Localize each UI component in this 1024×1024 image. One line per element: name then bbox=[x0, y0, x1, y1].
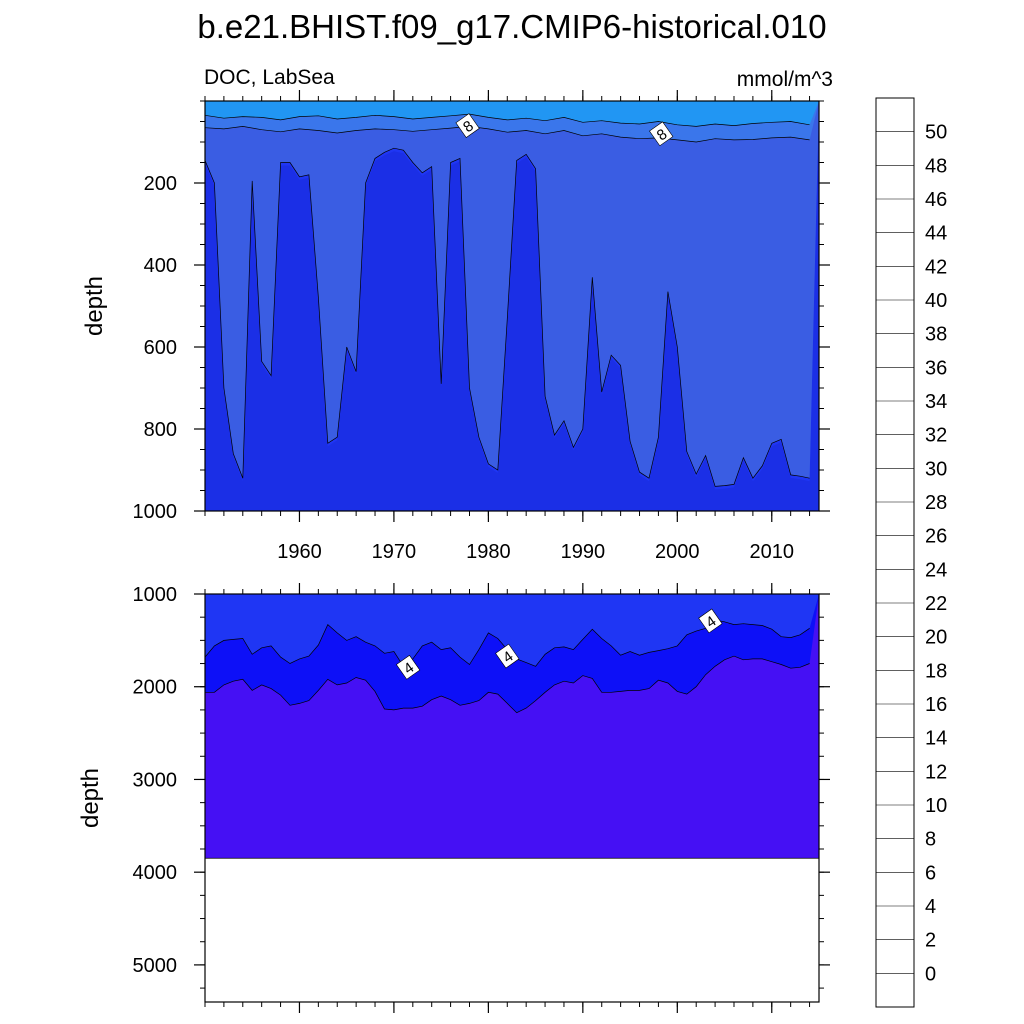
colorbar-label: 42 bbox=[925, 256, 947, 278]
lower-contour-2 bbox=[205, 655, 810, 714]
colorbar-label: 2 bbox=[925, 930, 936, 952]
colorbar-label: 38 bbox=[925, 324, 947, 346]
lower-y-tick-label: 4000 bbox=[133, 862, 178, 884]
colorbar-label: 44 bbox=[925, 223, 947, 245]
upper-y-tick-label: 200 bbox=[144, 173, 177, 195]
upper-y-tick-label: 1000 bbox=[133, 501, 178, 523]
upper-contour-lines bbox=[204, 113, 810, 487]
variable-label: DOC, LabSea bbox=[204, 66, 335, 89]
lower-fill-4-6 bbox=[205, 594, 819, 667]
contour-label-box bbox=[395, 654, 421, 680]
colorbar-label: 12 bbox=[925, 761, 947, 783]
colorbar-label: 36 bbox=[925, 357, 947, 379]
colorbar: 5048464442403836343230282624222018161412… bbox=[875, 97, 947, 1008]
upper-y-tick-label: 800 bbox=[144, 419, 177, 441]
colorbar-label: 32 bbox=[925, 425, 947, 447]
colorbar-label: 4 bbox=[925, 896, 936, 918]
colorbar-label: 18 bbox=[925, 660, 947, 682]
lower-axes: 1000 2000 3000 4000 5000 bbox=[133, 583, 830, 1013]
units-label: mmol/m^3 bbox=[737, 68, 833, 91]
lower-y-tick-label: 3000 bbox=[133, 769, 178, 791]
colorbar-label: 10 bbox=[925, 795, 947, 817]
colorbar-label: 14 bbox=[925, 728, 947, 750]
lower-y-tick-label: 1000 bbox=[133, 584, 178, 606]
colorbar-label: 50 bbox=[925, 122, 947, 144]
upper-x-tick-label: 1980 bbox=[466, 541, 511, 563]
upper-contour-10 bbox=[204, 113, 810, 127]
lower-contour-label: 4 bbox=[698, 608, 723, 634]
colorbar-label: 6 bbox=[925, 862, 936, 884]
figure-title: b.e21.BHIST.f09_g17.CMIP6-historical.010 bbox=[197, 8, 826, 45]
colorbar-label: 8 bbox=[925, 829, 936, 851]
lower-contour-panel: 4 4 4 1000 2000 3000 4000 5000 depth bbox=[77, 583, 830, 1013]
upper-contour-label: 8 bbox=[649, 121, 674, 147]
lower-y-axis-label: depth bbox=[77, 768, 104, 828]
colorbar-label: 34 bbox=[925, 391, 947, 413]
upper-x-tick-label: 2000 bbox=[655, 541, 700, 563]
upper-contour-6 bbox=[204, 147, 810, 487]
lower-y-tick-label: 5000 bbox=[133, 955, 178, 977]
contour-label-box bbox=[698, 608, 723, 634]
contour-label-box bbox=[649, 121, 674, 147]
lower-contour-label: 4 bbox=[495, 643, 520, 669]
colorbar-frame bbox=[875, 97, 915, 1008]
colorbar-label: 26 bbox=[925, 526, 947, 548]
contour-label-box bbox=[455, 113, 480, 138]
upper-x-tick-label: 2010 bbox=[750, 541, 795, 563]
contour-label-box bbox=[495, 643, 520, 669]
colorbar-label: 24 bbox=[925, 559, 947, 581]
upper-contour-label: 8 bbox=[455, 113, 480, 138]
upper-contour-8 bbox=[204, 126, 810, 143]
colorbar-label: 30 bbox=[925, 458, 947, 480]
upper-fills bbox=[205, 101, 819, 511]
upper-y-tick-label: 600 bbox=[144, 337, 177, 359]
lower-fills bbox=[205, 594, 819, 859]
upper-x-tick-label: 1970 bbox=[372, 541, 417, 563]
upper-fill-10-12 bbox=[205, 101, 819, 127]
colorbar-label: 20 bbox=[925, 627, 947, 649]
colorbar-label: 0 bbox=[925, 963, 936, 985]
upper-y-axis-label: depth bbox=[81, 276, 108, 336]
lower-contour-labels: 4 4 4 bbox=[395, 608, 723, 680]
colorbar-label: 28 bbox=[925, 492, 947, 514]
upper-fill-6-8 bbox=[205, 101, 819, 487]
upper-y-tick-label: 400 bbox=[144, 255, 177, 277]
lower-contour-label: 4 bbox=[395, 654, 421, 680]
lower-y-tick-label: 2000 bbox=[133, 677, 178, 699]
colorbar-label: 22 bbox=[925, 593, 947, 615]
upper-axes: 1960 1970 1980 1990 2000 2010 200 400 600 800 1000 bbox=[133, 90, 830, 563]
colorbar-label: 48 bbox=[925, 155, 947, 177]
colorbar-label: 46 bbox=[925, 189, 947, 211]
colorbar-label: 40 bbox=[925, 290, 947, 312]
colorbar-label: 16 bbox=[925, 694, 947, 716]
lower-plot-frame bbox=[204, 593, 820, 1003]
upper-x-tick-label: 1960 bbox=[277, 541, 322, 563]
upper-x-tick-label: 1990 bbox=[561, 541, 606, 563]
